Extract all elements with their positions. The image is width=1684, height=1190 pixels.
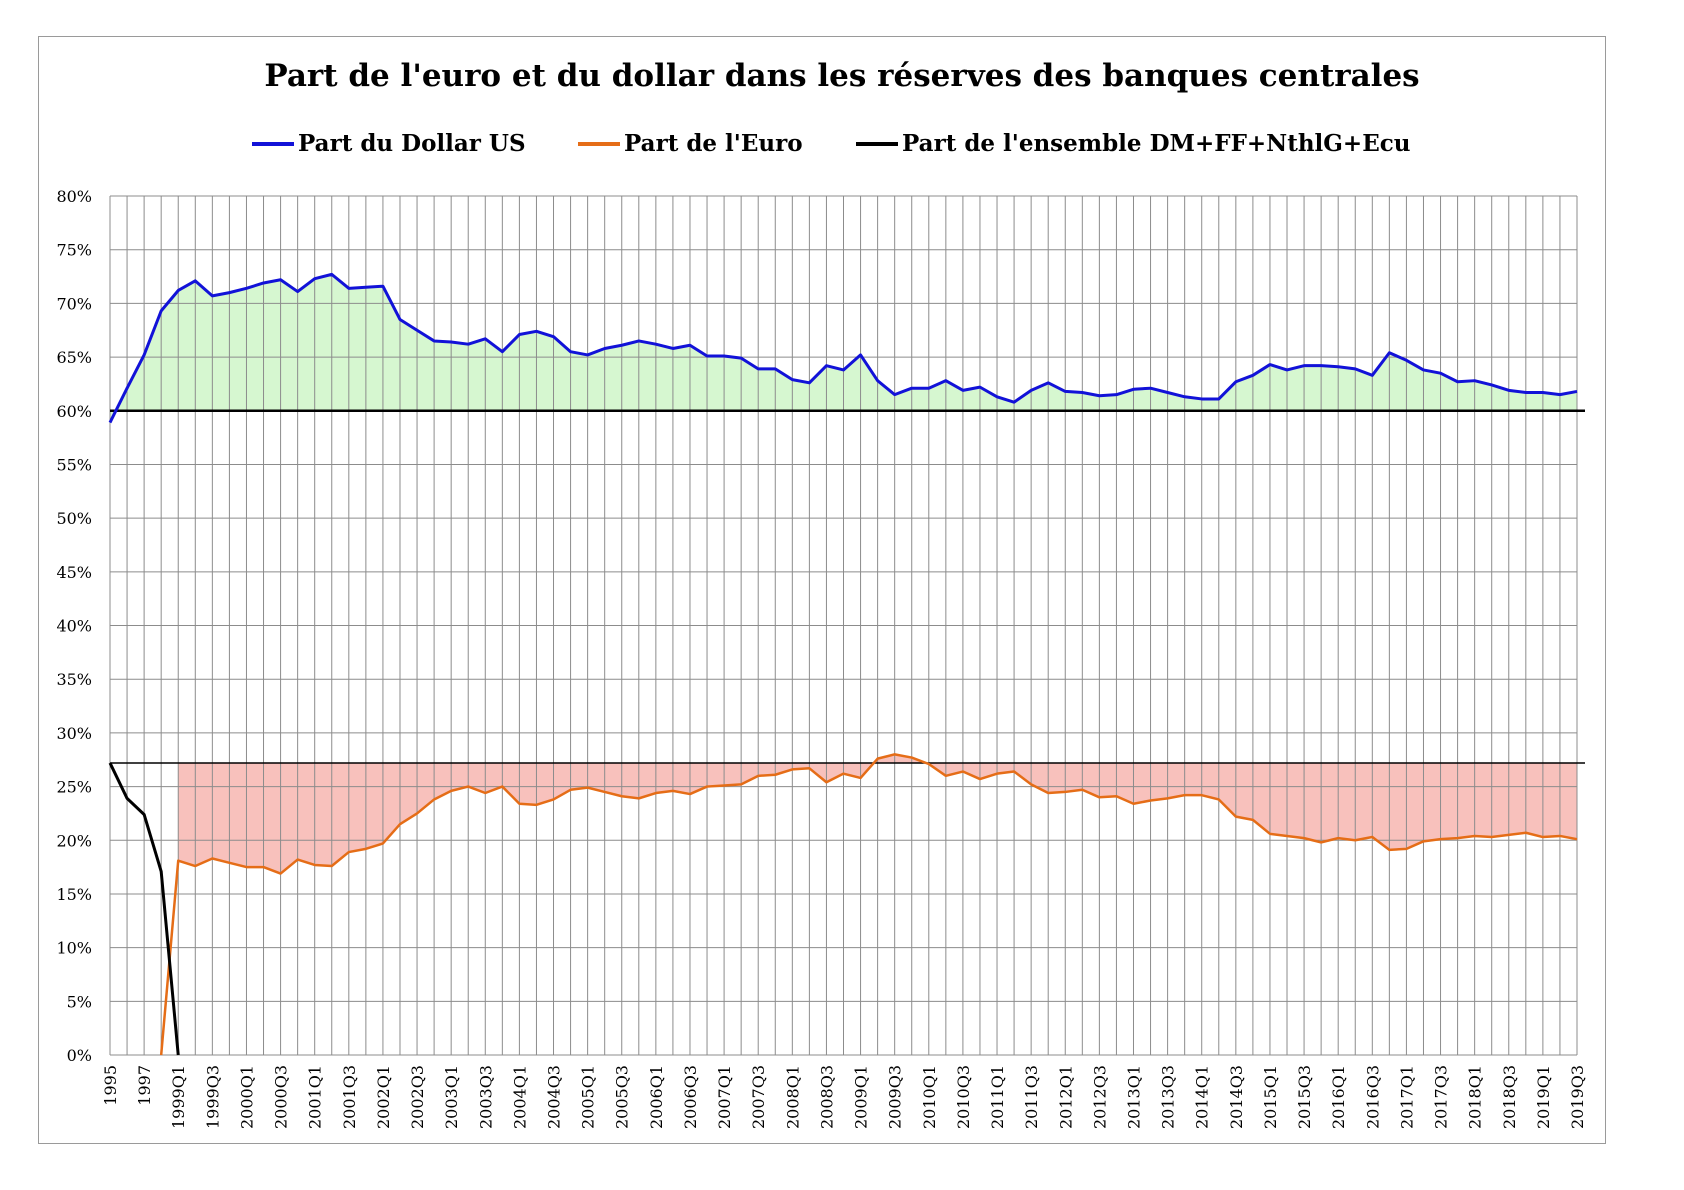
y-tick-label: 45% xyxy=(56,563,92,582)
x-tick-label: 2009Q3 xyxy=(886,1065,905,1129)
x-tick-label: 2000Q3 xyxy=(272,1065,291,1129)
x-tick-label: 2000Q1 xyxy=(237,1065,256,1129)
x-tick-label: 2019Q1 xyxy=(1534,1065,1553,1129)
x-tick-label: 2006Q1 xyxy=(647,1065,666,1129)
x-tick-label: 2002Q3 xyxy=(408,1065,427,1129)
x-tick-label: 2009Q1 xyxy=(852,1065,871,1129)
x-tick-label: 2013Q1 xyxy=(1124,1065,1143,1129)
x-tick-label: 1999Q1 xyxy=(169,1065,188,1129)
x-tick-label: 2005Q3 xyxy=(613,1065,632,1129)
x-tick-label: 2012Q1 xyxy=(1056,1065,1075,1129)
grid xyxy=(109,195,1578,1056)
x-tick-label: 1995 xyxy=(101,1065,120,1106)
euro-area-fill xyxy=(178,754,1578,874)
x-tick-label: 2001Q1 xyxy=(306,1065,325,1129)
x-tick-label: 2004Q3 xyxy=(545,1065,564,1129)
y-tick-label: 65% xyxy=(56,348,92,367)
x-tick-label: 2008Q3 xyxy=(817,1065,836,1129)
chart-frame xyxy=(38,36,1606,1144)
legend-item-ensemble: Part de l'ensemble DM+FF+NthlG+Ecu xyxy=(856,130,1410,157)
ensemble-series-line xyxy=(108,762,180,1056)
x-tick-label: 2007Q1 xyxy=(715,1065,734,1129)
y-tick-label: 35% xyxy=(56,670,92,689)
legend-swatch-euro xyxy=(578,141,620,146)
x-tick-label: 2002Q1 xyxy=(374,1065,393,1129)
x-tick-label: 2013Q3 xyxy=(1159,1065,1178,1129)
x-tick-label: 1999Q3 xyxy=(203,1065,222,1129)
legend-label-dollar: Part du Dollar US xyxy=(298,130,526,157)
x-tick-label: 2019Q3 xyxy=(1568,1065,1587,1129)
x-tick-label: 2011Q3 xyxy=(1022,1065,1041,1129)
y-axis-ticks: 0% 5% 10% 15% 20% 25% 30% 35% 40% 45% 50% 55% 60% 65%… xyxy=(56,187,92,1065)
legend-item-euro: Part de l'Euro xyxy=(578,130,803,157)
y-tick-label: 15% xyxy=(56,885,92,904)
x-tick-label: 2017Q1 xyxy=(1397,1065,1416,1129)
x-tick-label: 2010Q3 xyxy=(954,1065,973,1129)
x-tick-label: 2017Q3 xyxy=(1432,1065,1451,1129)
dollar-series-line xyxy=(108,272,1578,424)
y-tick-label: 30% xyxy=(56,724,92,743)
legend: Part du Dollar US Part de l'Euro Part de… xyxy=(0,130,1684,164)
legend-item-dollar: Part du Dollar US xyxy=(252,130,526,157)
y-tick-label: 60% xyxy=(56,402,92,421)
y-tick-label: 0% xyxy=(67,1046,92,1065)
x-tick-label: 2014Q1 xyxy=(1193,1065,1212,1129)
y-tick-label: 10% xyxy=(56,939,92,958)
legend-swatch-dollar xyxy=(252,141,294,146)
y-tick-label: 75% xyxy=(56,241,92,260)
x-tick-label: 2010Q1 xyxy=(920,1065,939,1129)
y-tick-label: 70% xyxy=(56,294,92,313)
y-tick-label: 20% xyxy=(56,831,92,850)
x-tick-label: 2012Q3 xyxy=(1090,1065,1109,1129)
x-tick-label: 2003Q3 xyxy=(476,1065,495,1129)
y-tick-label: 40% xyxy=(56,617,92,636)
x-tick-label: 2018Q3 xyxy=(1500,1065,1519,1129)
y-tick-label: 80% xyxy=(56,187,92,206)
x-tick-label: 2014Q3 xyxy=(1227,1065,1246,1129)
x-tick-label: 2005Q1 xyxy=(579,1065,598,1129)
series-lines xyxy=(108,272,1578,1056)
x-tick-label: 2008Q1 xyxy=(783,1065,802,1129)
legend-label-ensemble: Part de l'ensemble DM+FF+NthlG+Ecu xyxy=(902,130,1411,157)
chart-title: Part de l'euro et du dollar dans les rés… xyxy=(264,58,1420,94)
y-tick-label: 50% xyxy=(56,509,92,528)
x-tick-label: 2011Q1 xyxy=(988,1065,1007,1129)
x-tick-label: 2004Q1 xyxy=(510,1065,529,1129)
x-tick-label: 2018Q1 xyxy=(1466,1065,1485,1129)
x-tick-label: 2015Q3 xyxy=(1295,1065,1314,1129)
euro-series-line xyxy=(159,753,1578,1056)
x-tick-label: 2001Q3 xyxy=(340,1065,359,1129)
y-tick-label: 25% xyxy=(56,778,92,797)
y-tick-label: 5% xyxy=(67,992,92,1011)
dollar-area-fill xyxy=(110,274,1577,423)
x-tick-label: 1997 xyxy=(135,1065,154,1106)
area-fills xyxy=(110,274,1578,874)
x-tick-label: 2006Q3 xyxy=(681,1065,700,1129)
x-tick-label: 2003Q1 xyxy=(442,1065,461,1129)
legend-swatch-ensemble xyxy=(856,141,898,146)
x-axis-ticks: 1995 1997 1999Q1 1999Q3 2000Q1 2000Q3 2001Q1 20… xyxy=(101,1065,1587,1129)
y-tick-label: 55% xyxy=(56,455,92,474)
x-tick-label: 2007Q3 xyxy=(749,1065,768,1129)
x-tick-label: 2016Q1 xyxy=(1329,1065,1348,1129)
x-tick-label: 2016Q3 xyxy=(1363,1065,1382,1129)
legend-label-euro: Part de l'Euro xyxy=(624,130,803,157)
x-tick-label: 2015Q1 xyxy=(1261,1065,1280,1129)
reference-lines xyxy=(110,409,1585,764)
